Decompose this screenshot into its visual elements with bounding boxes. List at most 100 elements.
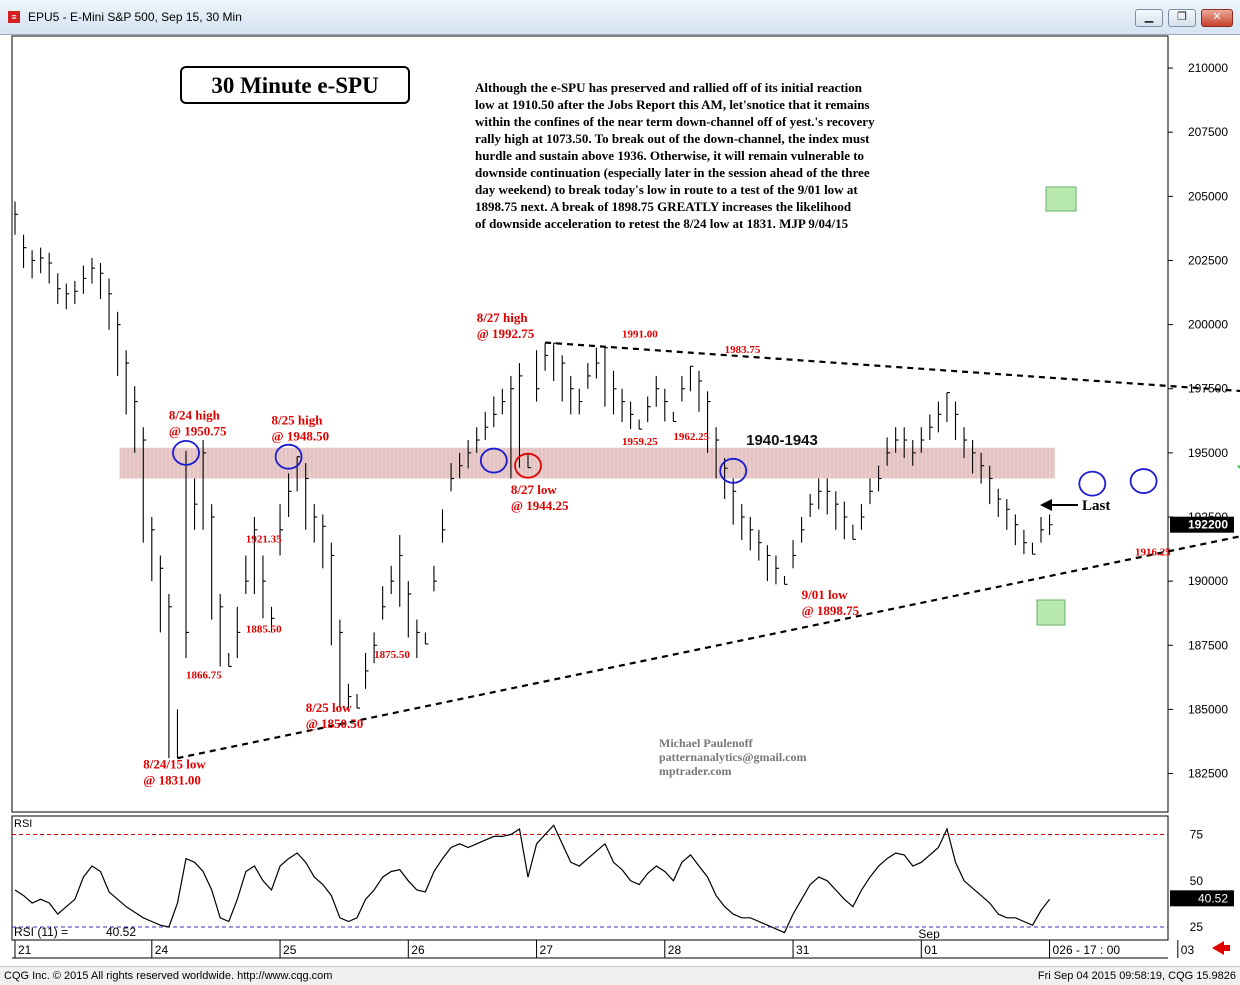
window-titlebar: ≡ EPU5 - E-Mini S&P 500, Sep 15, 30 Min … <box>0 0 1240 35</box>
rsi-last-value: 40.52 <box>1198 891 1228 905</box>
arrow-left-icon <box>1040 499 1052 511</box>
price-annotation: 1885.50 <box>246 623 282 635</box>
date-tick-label: 31 <box>796 943 810 957</box>
trendlines: 1970.25 <box>177 341 1240 760</box>
highlight-circle <box>479 447 508 474</box>
price-tick-label: 190000 <box>1188 574 1228 588</box>
price-tick-label: 210000 <box>1188 61 1228 75</box>
commentary-line: 1898.75 next. A break of 1898.75 GREATLY… <box>475 199 852 214</box>
date-tick-label: 21 <box>18 943 32 957</box>
highlight-circle <box>1129 468 1158 494</box>
price-annotation: 1866.75 <box>186 670 222 682</box>
author-line: patternanalytics@gmail.com <box>659 750 806 764</box>
rsi-line <box>14 824 1051 934</box>
price-annotation: 8/24 high <box>169 408 221 423</box>
price-annotation: @ 1950.75 <box>169 424 227 439</box>
price-annotation: @ 1831.00 <box>143 772 201 787</box>
highlight-circle <box>719 457 748 484</box>
rsi-panel-frame <box>11 815 1169 941</box>
price-annotation: 1959.25 <box>622 436 658 448</box>
restore-button[interactable]: ❐ <box>1168 9 1196 27</box>
price-annotation: 8/25 low <box>306 700 352 715</box>
commentary-text: Although the e-SPU has preserved and ral… <box>475 80 875 231</box>
commentary-line: of downside acceleration to retest the 8… <box>475 216 849 231</box>
price-annotation: 1875.50 <box>374 649 410 661</box>
commentary-line: rally high at 1073.50. To break out of t… <box>475 131 870 146</box>
minimize-button[interactable]: ▁ <box>1135 9 1163 27</box>
highlight-circle <box>514 452 542 479</box>
commentary-line: downside continuation (especially later … <box>475 165 870 180</box>
scroll-right-arrow-tail[interactable] <box>1224 945 1230 951</box>
price-annotation: 8/25 high <box>272 413 324 428</box>
price-bars <box>14 201 1053 759</box>
rsi-last-tag <box>1170 890 1234 907</box>
last-label: Last <box>1082 498 1110 514</box>
date-tick-label: 02 <box>1053 943 1067 957</box>
rsi-tick-label: 50 <box>1190 874 1204 888</box>
rsi-legend-value: 40.52 <box>106 925 136 939</box>
price-panel-frame <box>11 35 1169 813</box>
chart-title-box: 30 Minute e-SPU <box>180 66 410 104</box>
price-tick-label: 195000 <box>1188 446 1228 460</box>
date-tick-label: 26 <box>411 943 425 957</box>
date-axis: 2124252627283101020304Sep6 - 17 : 00 <box>14 927 1195 958</box>
rsi-legend: RSI (11) = <box>14 925 68 939</box>
price-tick-label: 182500 <box>1188 767 1228 781</box>
price-tick-label: 200000 <box>1188 318 1228 332</box>
price-annotation: 1916.25 <box>1135 546 1171 558</box>
price-tick-label: 205000 <box>1188 189 1228 203</box>
price-tick-label: 207500 <box>1188 125 1228 139</box>
author-line: Michael Paulenoff <box>659 736 754 750</box>
last-price-tag <box>1170 516 1234 533</box>
price-tick-label: 187500 <box>1188 638 1228 652</box>
price-annotation: 8/24/15 low <box>143 756 206 771</box>
price-annotation: @ 1944.25 <box>511 498 569 513</box>
close-button[interactable]: ✕ <box>1201 9 1233 27</box>
rsi-panel-name: RSI <box>14 818 32 830</box>
rsi-tick-label: 75 <box>1190 828 1204 842</box>
price-annotation: @ 1898.75 <box>802 603 860 618</box>
date-axis-session: 6 - 17 : 00 <box>1066 943 1120 957</box>
price-annotation: 8/27 high <box>477 310 529 325</box>
author-block: Michael Paulenoffpatternanalytics@gmail.… <box>659 736 806 778</box>
scroll-right-arrow-icon[interactable] <box>1212 941 1224 955</box>
date-tick-label: 03 <box>1181 943 1195 957</box>
green-marker-box[interactable] <box>1036 599 1066 626</box>
price-annotation: 1983.75 <box>725 344 761 356</box>
price-annotation: 9/01 low <box>802 587 848 602</box>
commentary-line: hurdle and sustain above 1936. Otherwise… <box>475 148 864 163</box>
commentary-line: low at 1910.50 after the Jobs Report thi… <box>475 97 870 112</box>
highlight-circles <box>172 439 1158 497</box>
rsi-panel: 75 50 25 40.52 RSI RSI (11) = 40.52 <box>12 818 1234 939</box>
last-price-value: 192200 <box>1188 518 1228 532</box>
date-tick-label: 25 <box>283 943 297 957</box>
price-annotation: 1991.00 <box>622 328 658 340</box>
trendline <box>177 535 1240 760</box>
date-tick-label: 27 <box>540 943 554 957</box>
price-tick-label: 185000 <box>1188 702 1228 716</box>
price-annotation: 1921.35 <box>246 534 282 546</box>
price-annotation: @ 1850.50 <box>306 716 364 731</box>
highlight-circle <box>172 439 200 466</box>
price-annotation: @ 1948.50 <box>272 429 330 444</box>
commentary-line: day weekend) to break today's low in rou… <box>475 182 858 197</box>
commentary-line: Although the e-SPU has preserved and ral… <box>475 80 863 95</box>
window-title: EPU5 - E-Mini S&P 500, Sep 15, 30 Min <box>28 10 242 24</box>
chart-frames <box>11 35 1169 959</box>
highlight-circle <box>1078 470 1107 497</box>
price-annotations: 8/24 high@ 1950.75 8/25 high@ 1948.50 8/27… <box>143 310 1171 787</box>
price-tick-label: 202500 <box>1188 253 1228 267</box>
green-marker-box[interactable] <box>1045 186 1077 212</box>
date-tick-label: 28 <box>668 943 682 957</box>
highlight-circle <box>274 443 303 470</box>
price-tick-label: 197500 <box>1188 382 1228 396</box>
cqg-app-icon[interactable]: ≡ <box>8 11 20 23</box>
price-annotation: @ 1992.75 <box>477 326 535 341</box>
resistance-zone-label: 1940-1943 <box>746 432 818 449</box>
copyright-text: CQG Inc. © 2015 All rights reserved worl… <box>4 970 333 982</box>
last-price-arrow: Last <box>1040 498 1110 514</box>
status-bar: CQG Inc. © 2015 All rights reserved worl… <box>0 966 1240 985</box>
date-tick-label: 01 <box>924 943 938 957</box>
author-line: mptrader.com <box>659 764 732 778</box>
